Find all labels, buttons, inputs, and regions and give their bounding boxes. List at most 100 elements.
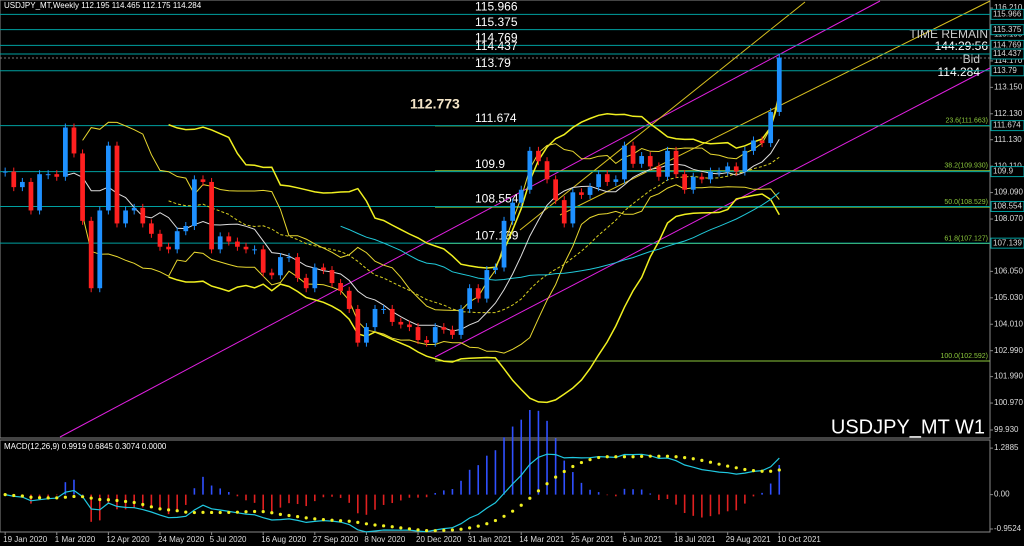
x-tick-label: 1 Mar 2020: [55, 535, 96, 544]
candle: [243, 246, 249, 250]
level-axis-label: 108.554: [993, 202, 1022, 211]
level-label: 109.9: [475, 157, 505, 171]
signal-dot: [442, 528, 446, 532]
y-tick-label: 104.010: [994, 319, 1023, 328]
macd-bar: [296, 494, 299, 505]
macd-bar: [270, 494, 273, 513]
signal-dot: [751, 469, 756, 473]
signal-dot: [37, 496, 42, 500]
level-axis-label: 107.139: [993, 238, 1022, 247]
x-tick-label: 27 Sep 2020: [313, 535, 359, 544]
level-label: 114.437: [475, 39, 518, 53]
macd-bar: [400, 494, 402, 501]
candle: [140, 207, 146, 224]
x-tick-label: 19 Jan 2020: [3, 535, 48, 544]
candle: [398, 321, 404, 325]
candle: [733, 166, 739, 172]
macd-bar: [81, 494, 84, 496]
time-remain-label: TIME REMAIN: [909, 27, 988, 41]
macd-bar: [640, 489, 643, 495]
signal-dot: [192, 510, 196, 515]
candle: [71, 127, 77, 154]
signal-dot: [89, 496, 93, 500]
signal-dot: [433, 529, 437, 533]
macd-bar: [649, 493, 652, 495]
signal-dot: [700, 458, 704, 462]
macd-bar: [210, 485, 213, 495]
candle: [209, 181, 214, 250]
macd-bar: [73, 479, 75, 495]
candle: [510, 202, 515, 221]
fib-label: 38.2(109.930): [944, 163, 988, 170]
signal-dot: [252, 509, 257, 514]
macd-panel: [0, 439, 991, 533]
signal-dot: [287, 513, 291, 518]
macd-bar: [769, 483, 772, 495]
candle: [553, 179, 559, 201]
candle: [372, 308, 378, 328]
signal-dot: [777, 468, 781, 472]
signal-dot: [648, 454, 652, 458]
level-axis-label: 115.375: [993, 25, 1022, 34]
y-tick-label: 116.210: [994, 3, 1023, 12]
level-axis-label: 109.9: [993, 167, 1014, 176]
candle: [217, 236, 223, 250]
signal-dot: [390, 525, 394, 529]
macd-bar: [778, 464, 781, 495]
signal-dot: [588, 458, 592, 462]
candle: [536, 150, 541, 162]
candle: [131, 207, 137, 211]
candle: [174, 231, 180, 250]
signal-dot: [261, 510, 265, 514]
macd-bar: [279, 494, 282, 508]
x-tick-label: 6 Jun 2021: [622, 535, 662, 544]
fib-label: 61.8(107.127): [944, 235, 988, 242]
macd-bar: [245, 494, 247, 501]
level-axis-label: 114.437: [993, 49, 1022, 58]
macd-bar: [47, 494, 49, 497]
macd-bar: [357, 494, 359, 514]
macd-bar: [98, 494, 101, 521]
candle: [252, 249, 257, 251]
level-axis-label: 114.769: [993, 40, 1022, 49]
macd-bar: [425, 494, 428, 498]
macd-y-tick-label: 0.00: [994, 490, 1010, 499]
candle: [2, 171, 8, 173]
macd-bar: [434, 493, 437, 495]
macd-bar: [365, 494, 368, 515]
macd-bar: [606, 494, 609, 496]
candle: [226, 236, 232, 242]
y-tick-label: 102.990: [994, 346, 1023, 355]
bid-label: Bid: [963, 52, 980, 66]
signal-dot: [468, 526, 472, 530]
level-box: [990, 8, 1024, 20]
macd-bar: [167, 494, 170, 515]
signal-dot: [227, 510, 231, 515]
candle: [639, 156, 645, 164]
indicator-line: [168, 99, 781, 269]
signal-dot: [493, 518, 498, 523]
header: USDJPY_MT,Weekly 112.195 114.465 112.175…: [4, 1, 202, 10]
channel-line: [59, 0, 881, 438]
candle: [389, 308, 395, 322]
x-tick-label: 10 Oct 2021: [777, 535, 821, 544]
level-axis-label: 113.79: [993, 66, 1017, 75]
candle: [441, 327, 447, 330]
macd-bar: [468, 469, 471, 495]
y-tick-label: 106.050: [994, 266, 1023, 275]
indicator-line: [168, 193, 780, 404]
signal-dot: [123, 499, 128, 504]
macd-y-tick-label: -0.9524: [994, 524, 1022, 533]
candle: [114, 145, 120, 224]
macd-bar: [589, 489, 591, 495]
macd-bar: [314, 494, 316, 502]
candle: [183, 226, 189, 232]
signal-dot: [536, 489, 541, 493]
signal-dot: [382, 524, 386, 528]
signal-dot: [459, 527, 463, 531]
candle: [63, 127, 68, 177]
macd-bar: [219, 488, 221, 495]
macd-bar: [451, 489, 454, 495]
candle: [28, 181, 34, 211]
macd-bar: [348, 494, 351, 503]
